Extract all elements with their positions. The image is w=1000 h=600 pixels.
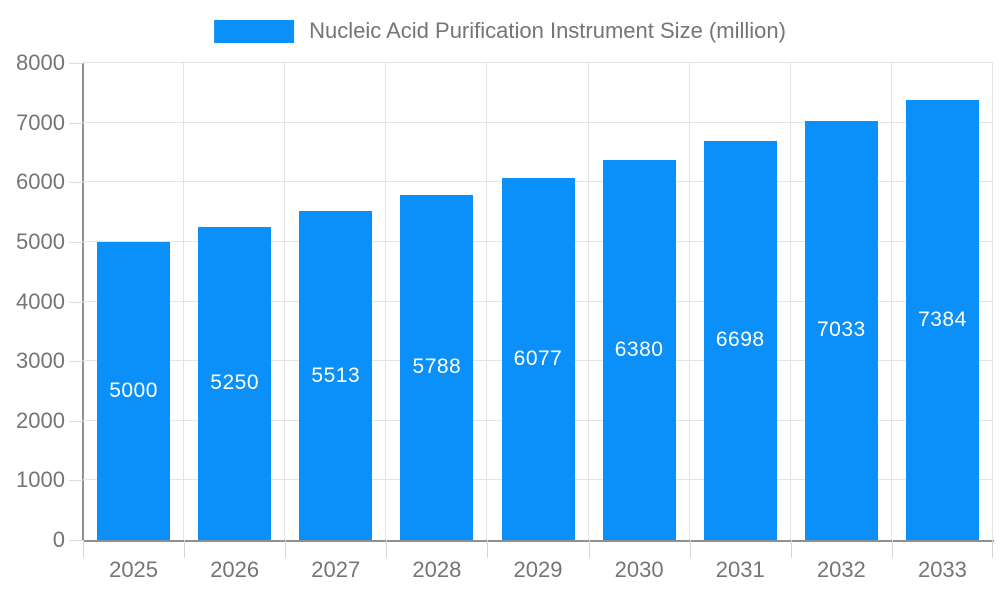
grid-line-vertical [890,63,892,540]
y-axis-label: 2000 [16,407,65,433]
x-axis-tick [689,540,691,558]
x-axis-label: 2030 [614,557,664,582]
x-axis-tick [184,540,186,558]
y-axis-label: 8000 [16,50,65,75]
bar[interactable]: 5788 [400,194,474,540]
grid-line-vertical [183,63,185,540]
grid-line-vertical [688,63,690,540]
bar-value-label: 5513 [311,363,361,387]
y-axis-label: 4000 [16,288,65,314]
plot-area: 5000 5250 5513 5788 6077 6380 6698 7033 7384 [83,62,993,540]
bar[interactable]: 6698 [703,140,777,540]
x-axis-tick [992,540,993,558]
x-axis-label: 2031 [715,557,765,582]
y-axis-tick [69,540,83,541]
grid-line-horizontal [83,62,993,63]
bar[interactable]: 6077 [501,177,575,540]
y-axis-label: 6000 [16,169,65,195]
x-axis-label: 2032 [816,557,866,582]
y-axis-label: 0 [52,527,65,552]
x-axis-tick [891,540,893,558]
y-axis-tick [69,63,83,64]
bar-value-label: 6380 [614,337,664,361]
bar-value-label: 7033 [816,318,866,342]
grid-line-vertical [587,63,589,540]
legend-item[interactable]: Nucleic Acid Purification Instrument Siz… [214,18,786,44]
x-axis-label: 2025 [109,557,159,582]
x-axis-tick [83,540,84,558]
x-axis-label: 2026 [210,557,260,582]
y-axis-label: 3000 [16,348,65,374]
x-axis-tick [487,540,489,558]
grid-line-vertical [486,63,488,540]
bar-value-label: 5788 [412,355,462,379]
y-axis-label: 1000 [16,467,65,493]
y-axis-tick [69,480,83,482]
grid-line-vertical [284,63,286,540]
bar[interactable]: 6380 [602,159,676,540]
x-axis-tick [790,540,792,558]
y-axis-tick [69,361,83,363]
bar-value-label: 7384 [918,307,967,331]
bar[interactable]: 5513 [299,211,373,540]
x-axis-line [83,540,994,542]
y-axis-line [82,63,84,540]
y-axis-tick [69,182,83,184]
bar-value-label: 6077 [513,346,563,370]
x-axis-tick [588,540,590,558]
grid-line-vertical [992,63,993,540]
x-axis-label: 2027 [311,557,361,582]
bar[interactable]: 7384 [905,99,979,540]
y-axis-tick [69,241,83,243]
bar-value-label: 5000 [109,378,158,402]
y-axis-label: 7000 [16,109,65,135]
legend-label: Nucleic Acid Purification Instrument Siz… [309,18,786,43]
bar[interactable]: 5250 [198,226,272,540]
x-axis-label: 2033 [917,557,967,582]
bar-value-label: 5250 [210,371,260,395]
grid-line-vertical [385,63,387,540]
bar-value-label: 6698 [715,328,765,352]
y-axis-label: 5000 [16,228,65,254]
x-axis-tick [386,540,388,558]
x-axis-label: 2028 [412,557,462,582]
x-axis-label: 2029 [513,557,563,582]
bar[interactable]: 7033 [804,120,878,540]
y-axis-tick [69,420,83,422]
y-axis-tick [69,301,83,303]
grid-line-vertical [789,63,791,540]
grid-line-horizontal [83,121,993,123]
bar[interactable]: 5000 [97,241,171,540]
legend-swatch-icon [214,19,295,43]
x-axis-tick [285,540,287,558]
y-axis-tick [69,122,83,124]
